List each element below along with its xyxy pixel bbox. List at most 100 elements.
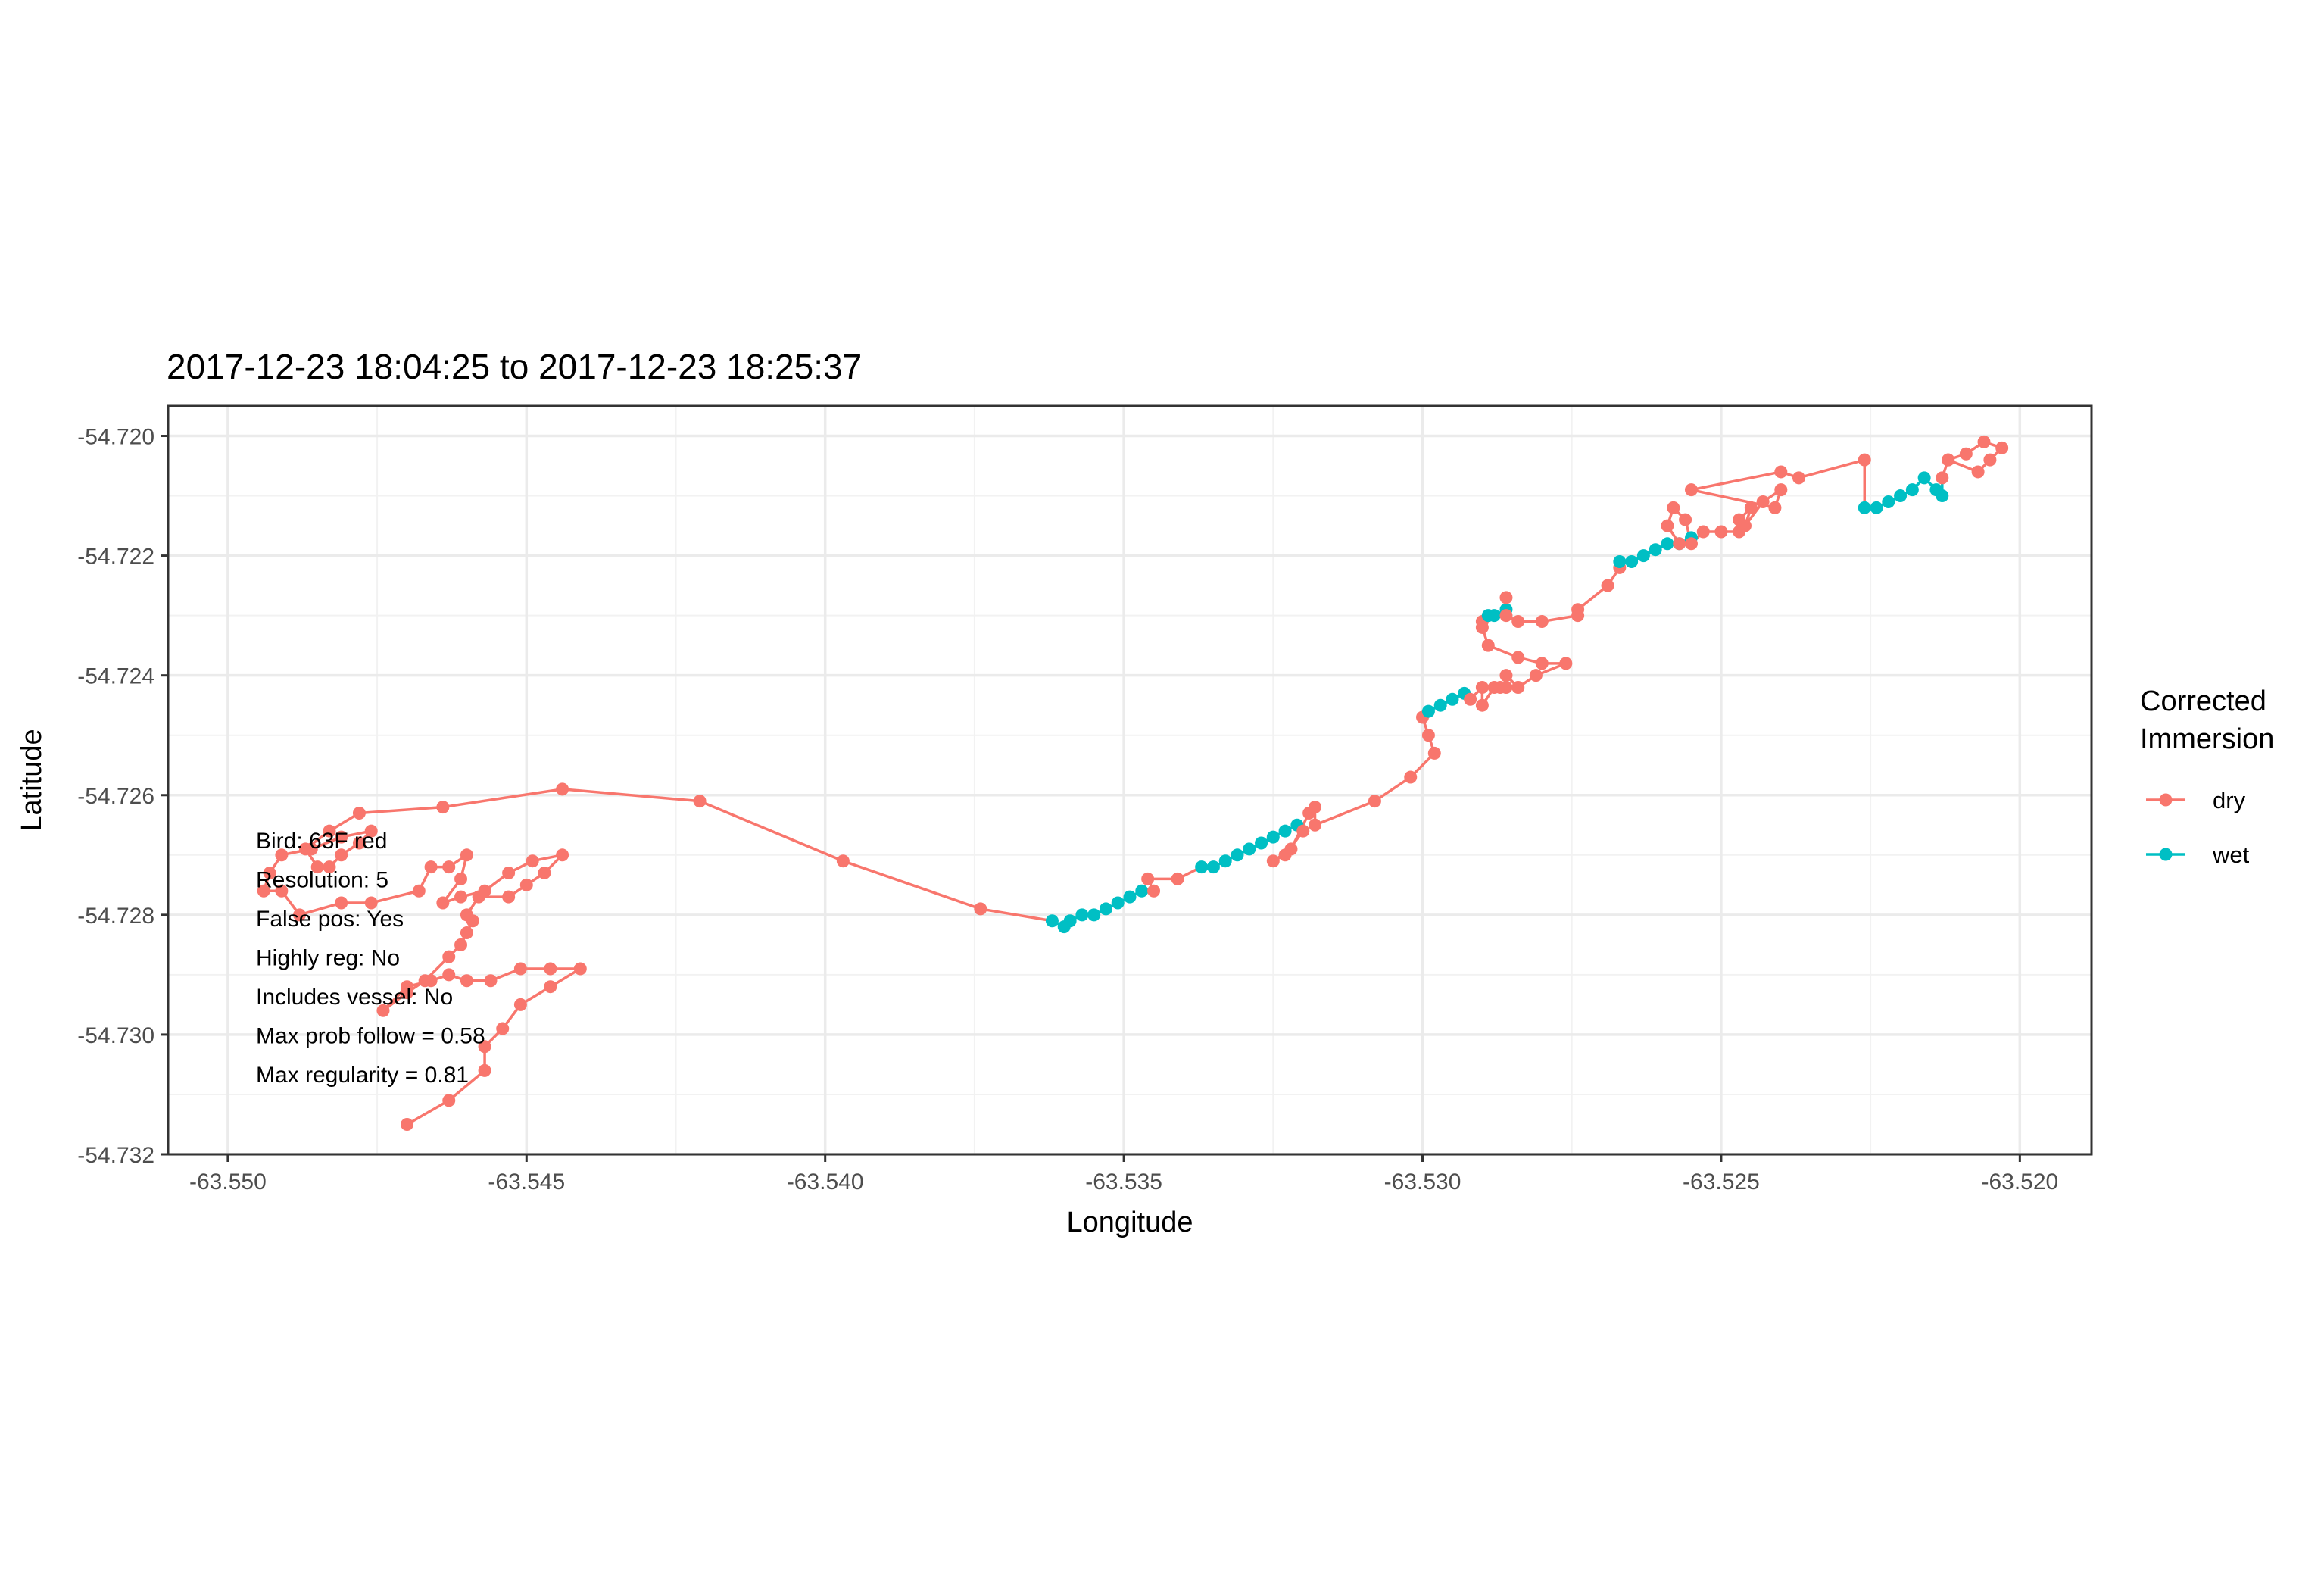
- track-point-wet: [1613, 555, 1627, 569]
- track-segment: [447, 1069, 486, 1102]
- track-point-dry: [1147, 884, 1161, 898]
- legend-label-dry: dry: [2213, 787, 2246, 813]
- track-point-dry: [1475, 698, 1489, 712]
- track-point-dry: [544, 980, 557, 994]
- track-segment: [841, 859, 982, 910]
- track-segment: [560, 788, 701, 803]
- track-point-dry: [442, 950, 456, 963]
- track-point-dry: [478, 884, 491, 898]
- track-segment: [1689, 470, 1783, 492]
- annotation-line: Max prob follow = 0.58: [256, 1024, 485, 1049]
- track-point-wet: [1636, 549, 1650, 563]
- track-point-wet: [1870, 501, 1883, 514]
- track-point-dry: [1983, 453, 1997, 467]
- track-point-dry: [556, 848, 569, 862]
- track-point-dry: [693, 795, 707, 808]
- track-point-wet: [1625, 555, 1639, 569]
- annotation-line: Bird: 63F red: [256, 829, 387, 854]
- track-point-dry: [442, 1094, 456, 1107]
- track-point-dry: [1995, 441, 2009, 454]
- legend-title: Corrected: [2140, 685, 2266, 717]
- track-point-wet: [1243, 842, 1256, 856]
- track-point-wet: [1917, 471, 1931, 485]
- track-point-dry: [836, 854, 850, 868]
- track-point-dry: [1679, 513, 1692, 526]
- track-point-dry: [1684, 483, 1698, 497]
- track-point-dry: [1499, 609, 1513, 623]
- track-segment: [357, 805, 445, 815]
- track-point-wet: [1661, 537, 1674, 551]
- y-tick-label: -54.720: [77, 425, 154, 450]
- track-point-dry: [293, 908, 307, 922]
- track-point-dry: [460, 908, 473, 922]
- track-point-dry: [1696, 525, 1710, 539]
- track-point-dry: [1535, 615, 1549, 629]
- track-point-wet: [1421, 704, 1435, 718]
- track-point-dry: [454, 872, 468, 885]
- track-point-dry: [1756, 495, 1770, 508]
- legend-title: Immersion: [2140, 723, 2274, 755]
- legend-key-point: [2159, 793, 2173, 807]
- track-point-dry: [275, 848, 289, 862]
- track-point-wet: [1045, 914, 1059, 928]
- track-point-dry: [1499, 591, 1513, 604]
- track-point-wet: [1206, 860, 1220, 874]
- track-point-wet: [1075, 908, 1089, 922]
- track-point-wet: [1649, 543, 1662, 557]
- track-point-wet: [1195, 860, 1209, 874]
- track-point-wet: [1218, 854, 1232, 868]
- track-point-dry: [1368, 795, 1381, 808]
- y-tick-label: -54.726: [77, 784, 154, 809]
- track-point-wet: [1433, 698, 1447, 712]
- track-point-dry: [1942, 453, 1955, 467]
- track-point-dry: [519, 878, 533, 891]
- track-point-wet: [1487, 609, 1501, 623]
- track-point-dry: [1309, 818, 1322, 832]
- track-point-dry: [335, 896, 348, 910]
- track-point-dry: [544, 962, 557, 976]
- track-point-dry: [364, 896, 378, 910]
- track-point-dry: [364, 824, 378, 838]
- track-point-dry: [1738, 519, 1752, 532]
- x-tick-label: -63.540: [787, 1169, 864, 1194]
- annotation-line: Resolution: 5: [256, 868, 388, 893]
- track-point-dry: [257, 884, 270, 898]
- track-point-dry: [1529, 669, 1543, 682]
- track-point-dry: [323, 824, 336, 838]
- track-point-dry: [376, 1004, 390, 1017]
- track-point-wet: [1905, 483, 1919, 497]
- track-point-dry: [1421, 729, 1435, 742]
- track-segment: [1797, 458, 1866, 479]
- track-point-dry: [1511, 615, 1525, 629]
- track-point-dry: [1309, 801, 1322, 814]
- x-axis: -63.550 -63.545 -63.540 -63.535 -63.530 -63.5…: [189, 1154, 2058, 1194]
- track-point-wet: [1266, 830, 1280, 844]
- track-point-dry: [478, 1040, 491, 1054]
- track-point-dry: [1535, 657, 1549, 670]
- x-tick-label: -63.520: [1981, 1169, 2058, 1194]
- track-point-wet: [1111, 896, 1125, 910]
- track-point-dry: [454, 938, 468, 951]
- track-point-dry: [484, 974, 498, 988]
- track-point-dry: [401, 986, 414, 1000]
- track-point-dry: [1559, 657, 1573, 670]
- track-point-dry: [275, 884, 289, 898]
- annotation-line: Includes vessel: No: [256, 985, 453, 1010]
- track-point-dry: [1774, 465, 1788, 479]
- track-point-dry: [573, 962, 587, 976]
- track-point-dry: [454, 890, 468, 904]
- track-point-dry: [335, 848, 348, 862]
- track-point-dry: [513, 998, 527, 1011]
- track-point-dry: [1499, 680, 1513, 694]
- track-point-dry: [1427, 746, 1441, 760]
- chart-title: 2017-12-23 18:04:25 to 2017-12-23 18:25:…: [167, 347, 862, 386]
- track-point-dry: [1511, 680, 1525, 694]
- track-point-dry: [263, 867, 276, 880]
- track-segment: [405, 1099, 451, 1126]
- legend-key-point: [2159, 848, 2173, 861]
- track-point-dry: [1768, 501, 1782, 514]
- x-tick-label: -63.545: [488, 1169, 565, 1194]
- track-point-dry: [298, 842, 312, 856]
- track-point-dry: [538, 867, 551, 880]
